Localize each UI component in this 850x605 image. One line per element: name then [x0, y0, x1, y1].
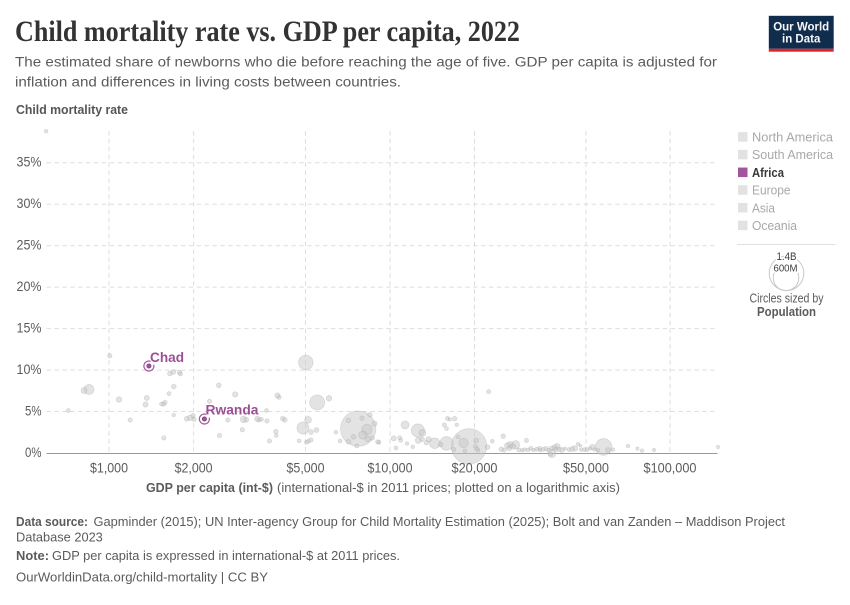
svg-text:0%: 0%: [25, 445, 42, 460]
svg-text:$5,000: $5,000: [287, 460, 325, 475]
svg-text:Population: Population: [757, 304, 816, 319]
svg-text:Database 2023: Database 2023: [16, 529, 103, 544]
svg-text:5%: 5%: [25, 403, 42, 418]
svg-text:30%: 30%: [17, 196, 42, 211]
svg-text:20%: 20%: [17, 279, 42, 294]
svg-text:$2,000: $2,000: [175, 460, 213, 475]
svg-text:Child mortality rate vs. GDP p: Child mortality rate vs. GDP per capita,…: [15, 15, 520, 48]
svg-text:Rwanda: Rwanda: [206, 403, 259, 418]
svg-text:$10,000: $10,000: [368, 460, 413, 475]
svg-text:South America: South America: [752, 147, 834, 162]
svg-text:15%: 15%: [17, 320, 42, 335]
svg-text:North America: North America: [752, 130, 834, 145]
svg-text:The estimated share of newborn: The estimated share of newborns who die …: [15, 54, 718, 69]
svg-text:Child mortality rate: Child mortality rate: [16, 103, 128, 117]
svg-text:Our World: Our World: [773, 22, 829, 34]
svg-text:25%: 25%: [17, 238, 42, 253]
svg-text:Note:GDP per capita is express: Note: GDP per capita is expressed in inte…: [16, 548, 400, 563]
svg-text:1.4B: 1.4B: [777, 251, 797, 263]
svg-text:35%: 35%: [17, 155, 42, 170]
svg-text:$1,000: $1,000: [90, 460, 128, 475]
svg-text:in Data: in Data: [782, 34, 821, 46]
svg-text:OurWorldinData.org/child-morta: OurWorldinData.org/child-mortality | CC …: [16, 569, 268, 584]
svg-text:Circles sized by: Circles sized by: [750, 291, 825, 305]
svg-text:Oceania: Oceania: [752, 218, 798, 233]
svg-text:$50,000: $50,000: [563, 460, 609, 475]
svg-text:$100,000: $100,000: [644, 460, 697, 475]
svg-text:Asia: Asia: [752, 200, 776, 215]
svg-text:Data source:Gapminder (2015);: Data source: Gapminder (2015); UN Inter-a…: [16, 514, 785, 529]
svg-text:GDP per capita (int-$)(interna: GDP per capita (int-$) (international-$ i…: [146, 481, 620, 495]
svg-text:$20,000: $20,000: [452, 460, 498, 475]
svg-text:600M: 600M: [774, 263, 798, 275]
svg-text:10%: 10%: [17, 362, 42, 377]
svg-text:inflation and differences in l: inflation and differences in living cost…: [15, 75, 401, 90]
svg-text:Europe: Europe: [752, 183, 791, 198]
svg-text:Chad: Chad: [150, 350, 184, 365]
svg-text:Africa: Africa: [752, 165, 785, 180]
